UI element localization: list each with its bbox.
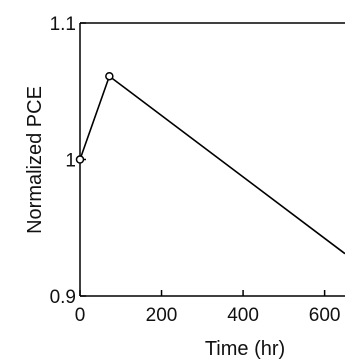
series-line — [79, 74, 345, 255]
plot-frame — [79, 22, 345, 297]
x-tick-label: 600 — [309, 305, 341, 326]
data-point-marker — [105, 71, 114, 81]
series-layer — [75, 71, 345, 255]
y-tick-label: 1 — [65, 151, 76, 172]
y-tick-label: 0.9 — [50, 287, 76, 308]
y-tick-label: 1.1 — [50, 14, 76, 35]
x-tick-label: 400 — [227, 305, 259, 326]
x-axis: 0 200 400 600 — [75, 290, 341, 326]
x-tick-label: 200 — [146, 305, 178, 326]
y-axis-title: Normalized PCE — [24, 86, 46, 234]
data-point-marker — [75, 155, 85, 164]
y-axis: 0.9 1 1.1 — [50, 14, 86, 308]
x-tick-label: 0 — [75, 305, 86, 326]
x-axis-title: Time (hr) — [205, 338, 285, 360]
